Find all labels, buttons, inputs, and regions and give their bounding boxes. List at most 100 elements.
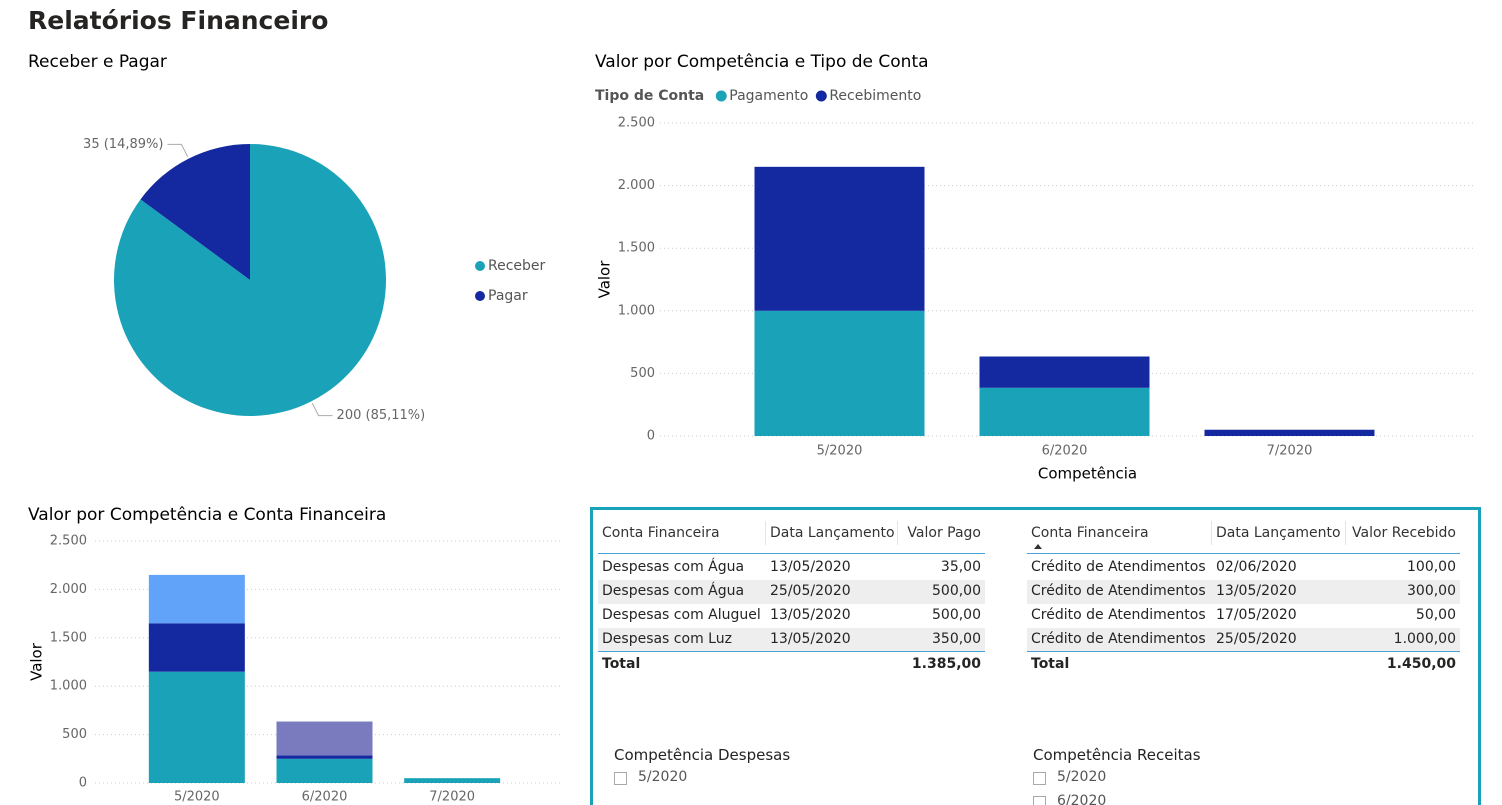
- total-label: Total: [1031, 656, 1070, 672]
- table-cell: 350,00: [932, 631, 981, 647]
- bar-segment: [979, 356, 1150, 388]
- bar-segment: [404, 778, 501, 783]
- table-cell: 13/05/2020: [770, 631, 851, 647]
- header-rule: [1027, 553, 1460, 554]
- slicer-item[interactable]: 5/2020: [638, 769, 688, 785]
- chart-title: Valor por Competência e Tipo de Conta: [595, 52, 929, 72]
- header-rule: [598, 553, 985, 554]
- x-tick-label: 5/2020: [174, 790, 220, 805]
- table-cell: 13/05/2020: [770, 559, 851, 575]
- table-cell: 25/05/2020: [770, 583, 851, 599]
- table-cell: 500,00: [932, 583, 981, 599]
- column-header[interactable]: Data Lançamento: [1212, 521, 1346, 545]
- bar-segment: [276, 721, 373, 756]
- row-band: [1027, 580, 1460, 604]
- y-tick-label: 500: [630, 366, 655, 381]
- y-tick-label: 1.500: [618, 241, 655, 256]
- x-tick-label: 5/2020: [817, 444, 863, 459]
- y-tick-label: 500: [62, 727, 87, 742]
- sort-arrow[interactable]: [1034, 544, 1042, 549]
- bar-segment: [148, 671, 245, 783]
- legend-dot: [475, 261, 485, 271]
- legend-label: Recebimento: [829, 88, 921, 104]
- data-label: 35 (14,89%): [83, 137, 163, 152]
- column-header[interactable]: Conta Financeira: [598, 521, 766, 545]
- slicer-checkbox[interactable]: [1033, 772, 1046, 785]
- table-cell: 300,00: [1407, 583, 1456, 599]
- table-cell: 500,00: [932, 607, 981, 623]
- x-tick-label: 7/2020: [1267, 444, 1313, 459]
- table-cell: Crédito de Atendimentos: [1031, 559, 1206, 575]
- y-tick-label: 0: [79, 776, 87, 791]
- legend-title: Tipo de Conta: [595, 88, 704, 104]
- y-tick-label: 1.000: [50, 679, 87, 694]
- table-cell: Crédito de Atendimentos: [1031, 631, 1206, 647]
- data-label: 200 (85,11%): [337, 408, 426, 423]
- total-label: Total: [602, 656, 641, 672]
- table-cell: Despesas com Água: [602, 583, 745, 599]
- bar-segment: [148, 574, 245, 624]
- x-tick-label: 7/2020: [429, 790, 475, 805]
- slicer-item[interactable]: 6/2020: [1057, 793, 1107, 805]
- y-tick-label: 1.000: [618, 303, 655, 318]
- column-header[interactable]: Data Lançamento: [766, 521, 898, 545]
- table-cell: Crédito de Atendimentos: [1031, 583, 1206, 599]
- y-tick-label: 2.000: [618, 178, 655, 193]
- slicer-title: Competência Despesas: [614, 746, 791, 764]
- bar-segment: [979, 387, 1150, 436]
- row-band: [1027, 628, 1460, 652]
- y-tick-label: 2.500: [50, 534, 87, 549]
- legend-dot: [475, 291, 485, 301]
- pie-slice: [140, 144, 250, 280]
- y-axis-title: Valor: [28, 642, 46, 681]
- bar-segment: [148, 623, 245, 672]
- table-cell: 02/06/2020: [1216, 559, 1297, 575]
- x-tick-label: 6/2020: [302, 790, 348, 805]
- column-header[interactable]: Valor Recebido: [1352, 525, 1456, 541]
- x-tick-label: 6/2020: [1042, 444, 1088, 459]
- row-band: [598, 628, 985, 652]
- legend-label: Pagar: [488, 288, 528, 304]
- total-value: 1.450,00: [1386, 656, 1456, 672]
- table-cell: Despesas com Aluguel: [602, 607, 761, 623]
- column-header[interactable]: Valor Pago: [907, 525, 981, 541]
- table-cell: 13/05/2020: [1216, 583, 1297, 599]
- leader-line: [167, 143, 189, 158]
- table-cell: 100,00: [1407, 559, 1456, 575]
- column-header[interactable]: Conta Financeira: [1027, 521, 1212, 545]
- table-cell: Despesas com Água: [602, 559, 745, 575]
- leader-line: [311, 402, 333, 417]
- x-axis-title: Competência: [1038, 465, 1137, 483]
- row-band: [598, 580, 985, 604]
- total-rule: [1027, 651, 1460, 652]
- table-cell: 17/05/2020: [1216, 607, 1297, 623]
- table-cell: 1.000,00: [1393, 631, 1456, 647]
- slicer-checkbox[interactable]: [1033, 796, 1046, 805]
- y-tick-label: 2.500: [618, 116, 655, 131]
- total-value: 1.385,00: [911, 656, 981, 672]
- bar-segment: [276, 755, 373, 759]
- y-tick-label: 2.000: [50, 582, 87, 597]
- table-cell: Despesas com Luz: [602, 631, 732, 647]
- table-cell: 13/05/2020: [770, 607, 851, 623]
- y-axis-title: Valor: [596, 260, 614, 299]
- table-cell: 25/05/2020: [1216, 631, 1297, 647]
- slicer-title: Competência Receitas: [1033, 746, 1201, 764]
- legend-label: Receber: [488, 258, 546, 274]
- chart-title: Valor por Competência e Conta Financeira: [28, 505, 386, 525]
- slicer-checkbox[interactable]: [614, 772, 627, 785]
- bar-segment: [1204, 429, 1375, 436]
- y-tick-label: 0: [647, 429, 655, 444]
- tables-panel: [590, 507, 1481, 805]
- page-title: Relatórios Financeiro: [28, 6, 329, 35]
- table-cell: 50,00: [1415, 607, 1456, 623]
- legend-dot: [815, 90, 827, 102]
- legend-label: Pagamento: [729, 88, 808, 104]
- bar-segment: [754, 310, 925, 436]
- table-cell: Crédito de Atendimentos: [1031, 607, 1206, 623]
- table-cell: 35,00: [940, 559, 981, 575]
- slicer-item[interactable]: 5/2020: [1057, 769, 1107, 785]
- total-rule: [598, 651, 985, 652]
